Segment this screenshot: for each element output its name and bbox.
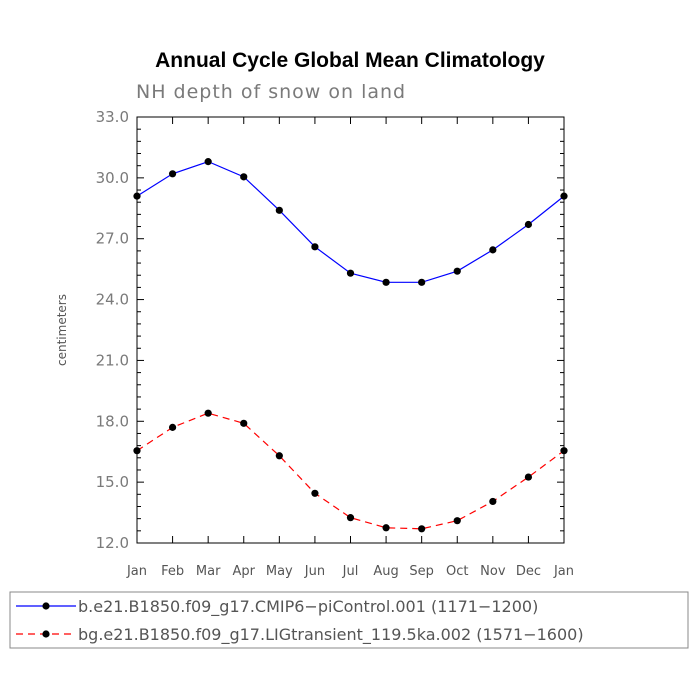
series-line-0	[136, 160, 565, 283]
series-1-point	[382, 524, 390, 532]
axes: 12.0 15.0 18.0 21.0 24.0 27.0 30.0 33.0 Jan Feb Ma…	[96, 108, 574, 579]
chart-title: Annual Cycle Global Mean Climatology	[155, 49, 545, 72]
series-1-point	[275, 452, 283, 460]
series-0-point	[382, 278, 390, 286]
series-1-point	[418, 525, 426, 533]
series-layer	[133, 158, 568, 533]
legend-box	[9, 591, 689, 649]
y-tick-label: 27.0	[96, 230, 129, 248]
legend-label-0: b.e21.B1850.f09_g17.CMIP6−piControl.001 …	[78, 597, 538, 617]
series-1-point	[240, 419, 248, 427]
series-0-point	[418, 278, 426, 286]
chart-subtitle: NH depth of snow on land	[136, 81, 406, 103]
y-tick-label: 24.0	[96, 291, 129, 309]
series-0-point	[524, 220, 533, 229]
legend-label-1: bg.e21.B1850.f09_g17.LIGtransient_119.5k…	[78, 625, 584, 645]
x-tick-label: Jul	[342, 564, 359, 579]
series-0-point	[275, 206, 283, 214]
x-tick-label: Sep	[409, 564, 434, 579]
series-1-point	[168, 423, 177, 431]
x-tick-label: Dec	[516, 564, 541, 579]
x-tick-label: Oct	[446, 564, 468, 579]
y-tick-label: 12.0	[96, 534, 129, 552]
x-tick-label: Nov	[480, 564, 506, 579]
x-tick-label: Jan	[126, 564, 147, 579]
series-0-point	[489, 246, 497, 254]
legend: b.e21.B1850.f09_g17.CMIP6−piControl.001 …	[9, 591, 689, 649]
x-tick-label: Jun	[304, 564, 325, 579]
series-0-point	[168, 170, 177, 178]
y-tick-label: 33.0	[96, 108, 129, 126]
x-tick-label: Apr	[233, 564, 256, 579]
x-tick-label: Jan	[553, 564, 574, 579]
series-0-point	[240, 173, 248, 181]
series-0-point	[453, 267, 461, 275]
legend-marker-1	[42, 630, 50, 638]
series-1-point	[453, 517, 461, 525]
series-1-point	[346, 514, 355, 522]
legend-marker-0	[42, 602, 50, 610]
y-tick-label: 21.0	[96, 351, 129, 369]
series-0-point	[311, 243, 319, 251]
y-tick-label: 15.0	[96, 473, 129, 491]
y-tick-label: 30.0	[96, 169, 129, 187]
y-tick-label: 18.0	[96, 412, 129, 430]
series-line-1	[136, 412, 565, 530]
series-0-point	[204, 158, 212, 166]
x-tick-label: May	[266, 564, 293, 579]
plot-frame	[136, 116, 565, 544]
series-1-point	[311, 489, 319, 497]
series-1-point	[489, 497, 497, 506]
series-1-point	[524, 473, 533, 481]
y-axis-label: centimeters	[55, 294, 69, 366]
x-tick-label: Mar	[196, 564, 221, 579]
series-1-point	[204, 409, 212, 417]
x-tick-label: Aug	[373, 564, 398, 579]
series-0-point	[346, 269, 355, 277]
x-tick-label: Feb	[161, 564, 184, 579]
